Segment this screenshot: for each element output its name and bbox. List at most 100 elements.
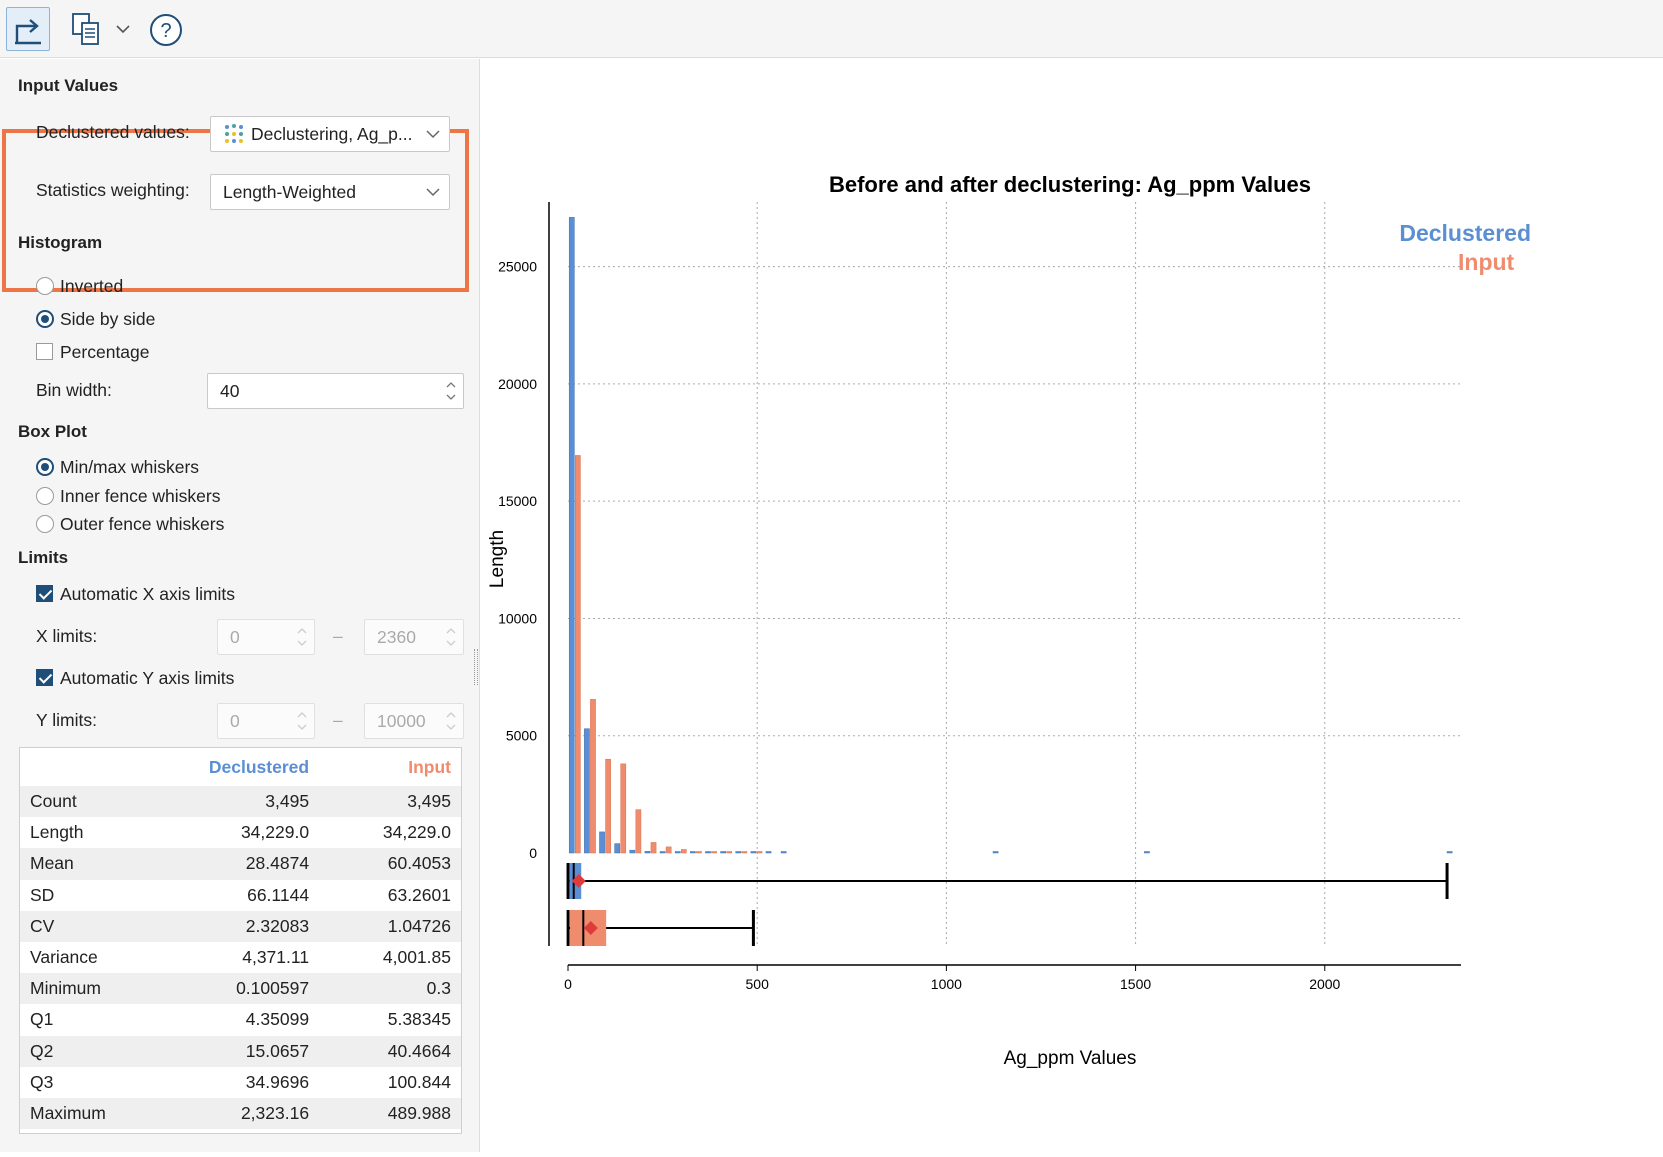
radio-inner-fence[interactable] <box>36 487 54 505</box>
minmax-whiskers-label[interactable]: Min/max whiskers <box>60 457 200 477</box>
stats-row: Length 34,229.0 34,229.0 <box>20 817 461 848</box>
stats-cell-declustered: 3,495 <box>140 786 320 818</box>
chevron-down-icon <box>116 25 130 34</box>
y-min-value: 0 <box>230 710 240 731</box>
copy-options-dropdown[interactable] <box>114 18 132 40</box>
x-tick-label: 1000 <box>931 976 962 992</box>
percentage-checkbox[interactable] <box>36 343 53 360</box>
stats-cell-input: 40.4664 <box>319 1035 461 1067</box>
y-tick-label: 5000 <box>506 728 537 744</box>
chart-area: Before and after declustering: Ag_ppm Va… <box>481 59 1663 1152</box>
declustered-values-combo[interactable]: Declustering, Ag_p... <box>210 116 450 152</box>
boxplot-mean-marker-declustered <box>571 874 586 888</box>
histogram-bar-input <box>635 809 642 854</box>
histogram-bar-input <box>650 842 657 854</box>
y-max-input[interactable]: 10000 <box>364 703 464 739</box>
percentage-label[interactable]: Percentage <box>60 342 150 362</box>
panel-splitter[interactable] <box>474 649 478 685</box>
auto-y-label[interactable]: Automatic Y axis limits <box>60 668 235 688</box>
auto-y-checkbox[interactable] <box>36 669 53 686</box>
stats-cell-input: 34,229.0 <box>382 822 451 843</box>
x-min-value: 0 <box>230 626 240 647</box>
histogram-bar-declustered <box>1446 851 1453 854</box>
stats-header-blank <box>20 748 140 786</box>
inner-fence-label[interactable]: Inner fence whiskers <box>60 486 221 506</box>
export-arrow-icon <box>15 19 41 45</box>
statistics-weighting-combo[interactable]: Length-Weighted <box>210 174 450 210</box>
copy-button[interactable] <box>68 9 104 49</box>
spinner-arrows-icon <box>446 628 456 646</box>
y-min-input[interactable]: 0 <box>217 703 315 739</box>
stats-row: Minimum 0.100597 0.3 <box>20 973 461 1005</box>
toolbar: ? <box>0 0 1663 58</box>
x-tick-label: 2000 <box>1309 976 1340 992</box>
help-button[interactable]: ? <box>148 12 184 48</box>
histogram-boxplot-chart: Before and after declustering: Ag_ppm Va… <box>487 172 1531 1069</box>
stats-cell-declustered: 2,323.16 <box>140 1097 320 1130</box>
histogram-bar-declustered <box>568 217 575 854</box>
stats-cell-declustered: 15.0657 <box>140 1035 320 1067</box>
x-limits-dash: – <box>333 626 343 646</box>
inverted-label[interactable]: Inverted <box>60 276 124 296</box>
input-values-title: Input Values <box>18 76 119 95</box>
y-tick-label: 15000 <box>498 493 537 509</box>
histogram-title: Histogram <box>18 233 103 252</box>
stats-row: Count 3,495 3,495 <box>20 786 461 818</box>
side-by-side-label[interactable]: Side by side <box>60 309 156 329</box>
bin-width-value: 40 <box>220 380 240 401</box>
stats-cell-input: 5.38345 <box>387 1009 451 1030</box>
outer-fence-label[interactable]: Outer fence whiskers <box>60 514 225 534</box>
auto-x-label[interactable]: Automatic X axis limits <box>60 584 236 604</box>
stats-cell-input: 1.04726 <box>319 910 461 942</box>
stats-row: Variance 4,371.11 4,001.85 <box>20 942 461 973</box>
help-icon: ? <box>150 14 182 46</box>
radio-outer-fence[interactable] <box>36 515 54 533</box>
stats-cell-declustered: 0.100597 <box>140 973 320 1005</box>
stats-cell-label: Q1 <box>30 1009 54 1030</box>
bin-width-input[interactable]: 40 <box>207 373 464 409</box>
copy-icon <box>72 13 99 45</box>
stats-cell-input: 3,495 <box>319 786 461 818</box>
stats-cell-declustered: 2.32083 <box>140 910 320 942</box>
y-tick-label: 20000 <box>498 376 537 392</box>
radio-inverted[interactable] <box>36 277 54 295</box>
histogram-bar-input <box>711 851 717 854</box>
boxplot-mean-marker-input <box>583 921 598 935</box>
stats-cell-input: 0.3 <box>319 973 461 1005</box>
radio-minmax-whiskers[interactable] <box>36 458 54 476</box>
stats-cell-input: 63.2601 <box>387 884 451 905</box>
x-min-input[interactable]: 0 <box>217 619 315 655</box>
y-tick-label: 25000 <box>498 259 537 275</box>
radio-side-by-side[interactable] <box>36 310 54 328</box>
chart-title: Before and after declustering: Ag_ppm Va… <box>829 172 1311 197</box>
stats-cell-label: Mean <box>20 848 140 880</box>
legend-input: Input <box>1458 249 1515 275</box>
histogram-bar-declustered <box>644 851 651 854</box>
histogram-bar-declustered <box>720 851 726 854</box>
histogram-bar-declustered <box>992 851 999 854</box>
statistics-weighting-text: Length-Weighted <box>223 181 356 202</box>
x-max-input[interactable]: 2360 <box>364 619 464 655</box>
input-values-highlight <box>2 129 469 292</box>
stats-cell-label: Minimum <box>20 973 140 1005</box>
histogram-bar-declustered <box>674 851 681 854</box>
limits-title: Limits <box>18 548 69 567</box>
stats-cell-declustered: 4,371.11 <box>242 947 310 968</box>
export-button[interactable] <box>6 7 50 51</box>
statistics-table: Declustered Input Count 3,495 3,495 Length 3… <box>19 747 462 1134</box>
stats-cell-label: CV <box>20 910 140 942</box>
x-tick-label: 1500 <box>1120 976 1151 992</box>
histogram-bar-declustered <box>765 851 772 854</box>
stats-cell-label: Variance <box>30 947 98 968</box>
stats-row: Mean 28.4874 60.4053 <box>20 848 461 880</box>
histogram-bar-input <box>696 851 702 854</box>
declustering-icon <box>225 124 243 143</box>
histogram-bar-declustered <box>599 831 605 854</box>
statistics-weighting-label: Statistics weighting: <box>36 180 190 200</box>
spinner-arrows-icon[interactable] <box>445 378 457 404</box>
auto-x-checkbox[interactable] <box>36 585 53 602</box>
stats-cell-declustered: 66.1144 <box>247 884 310 905</box>
x-max-value: 2360 <box>377 626 416 647</box>
histogram-bar-input <box>756 851 763 854</box>
histogram-bar-input <box>620 763 627 854</box>
